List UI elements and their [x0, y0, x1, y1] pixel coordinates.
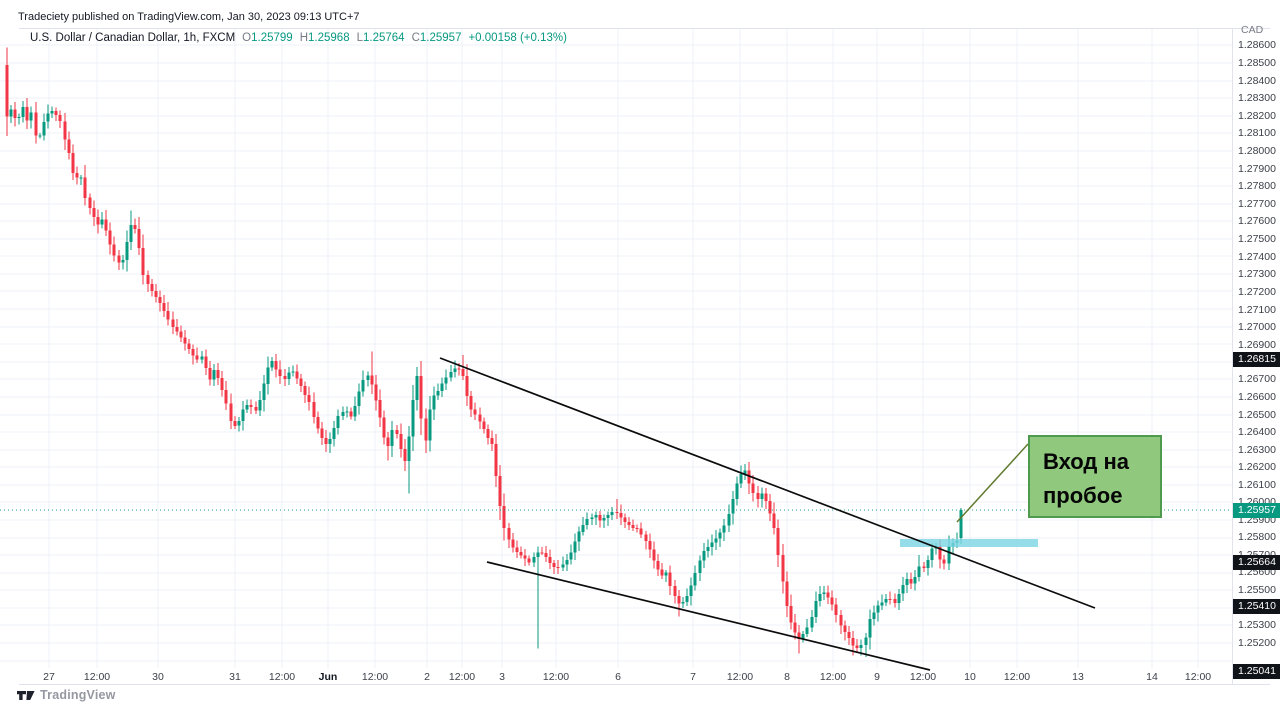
y-tick-label: 1.25500: [1238, 584, 1276, 596]
y-tick-label: 1.25300: [1238, 619, 1276, 631]
y-tick-label: 1.26100: [1238, 479, 1276, 491]
y-tick-label: 1.25800: [1238, 531, 1276, 543]
open-value: 1.25799: [251, 32, 293, 44]
x-tick-label: 2: [424, 671, 430, 683]
y-tick-label: 1.27900: [1238, 163, 1276, 175]
tradingview-logo-icon: [17, 690, 35, 700]
x-tick-label: 12:00: [819, 671, 847, 683]
tradingview-logo-text: TradingView: [40, 688, 116, 702]
tradingview-logo[interactable]: TradingView: [17, 688, 116, 702]
x-tick-label: 12:00: [909, 671, 937, 683]
y-tick-label: 1.27000: [1238, 321, 1276, 333]
y-tick-label: 1.28400: [1238, 75, 1276, 87]
y-tick-label: 1.27600: [1238, 215, 1276, 227]
symbol-title: U.S. Dollar / Canadian Dollar, 1h, FXCM: [30, 32, 236, 44]
x-tick-label: 8: [784, 671, 790, 683]
x-tick-label: 12:00: [1003, 671, 1031, 683]
y-tick-label: 1.26200: [1238, 461, 1276, 473]
y-tick-label: 1.26500: [1238, 409, 1276, 421]
axis-currency-label: CAD: [1241, 24, 1264, 36]
y-tick-label: 1.26300: [1238, 444, 1276, 456]
widget-top-border: [19, 28, 1270, 29]
y-tick-label: 1.26600: [1238, 391, 1276, 403]
y-tick-label: 1.27400: [1238, 251, 1276, 263]
y-tick-label: 1.27500: [1238, 233, 1276, 245]
x-tick-label: 12:00: [448, 671, 476, 683]
x-tick-label: 12:00: [1184, 671, 1212, 683]
y-tick-label: 1.26700: [1238, 373, 1276, 385]
y-tick-label: 1.25200: [1238, 637, 1276, 649]
y-tick-label: 1.28600: [1238, 39, 1276, 51]
lower-trendline[interactable]: [486, 561, 931, 671]
x-tick-label: 12:00: [268, 671, 296, 683]
grid: [0, 28, 1232, 668]
annotation-pointer-line: [956, 443, 1029, 523]
x-tick-label: 13: [1072, 671, 1084, 683]
trendline-price-tag: 1.26815: [1233, 352, 1280, 367]
x-tick-label: 31: [229, 671, 241, 683]
low-value: 1.25764: [363, 32, 405, 44]
x-tick-label: 12:00: [726, 671, 754, 683]
x-tick-label: 30: [152, 671, 164, 683]
x-tick-label: 12:00: [542, 671, 570, 683]
high-value: 1.25968: [308, 32, 350, 44]
trendline-price-tag: 1.25664: [1233, 555, 1280, 570]
close-value: 1.25957: [419, 32, 462, 44]
trendline-price-tag: 1.25410: [1233, 599, 1280, 614]
x-tick-label: 12:00: [83, 671, 111, 683]
trendline-price-tag: 1.25041: [1233, 664, 1280, 679]
x-tick-label: 6: [615, 671, 621, 683]
annotation-box[interactable]: Вход на пробое: [1028, 435, 1162, 518]
change-value: +0.00158 (+0.13%): [468, 32, 567, 44]
attribution-text: Tradeciety published on TradingView.com,…: [18, 11, 360, 23]
y-tick-label: 1.28000: [1238, 145, 1276, 157]
candlestick-series: [5, 47, 963, 658]
x-tick-label: 7: [690, 671, 696, 683]
y-tick-label: 1.27800: [1238, 180, 1276, 192]
y-tick-label: 1.27700: [1238, 198, 1276, 210]
open-label: O: [242, 32, 252, 44]
x-tick-label: 10: [964, 671, 976, 683]
widget-bottom-border: [19, 684, 1270, 685]
current-price-tag: 1.25957: [1233, 503, 1280, 518]
x-tick-label: 14: [1146, 671, 1158, 683]
close-label: C: [411, 32, 420, 44]
low-label: L: [356, 32, 363, 44]
upper-trendline[interactable]: [439, 357, 1096, 609]
high-label: H: [299, 32, 309, 44]
breakout-level-band[interactable]: [900, 539, 1038, 547]
x-tick-label: 3: [499, 671, 505, 683]
x-tick-label: 12:00: [361, 671, 389, 683]
y-tick-label: 1.28300: [1238, 92, 1276, 104]
y-tick-label: 1.27100: [1238, 304, 1276, 316]
y-tick-label: 1.27300: [1238, 268, 1276, 280]
annotation-line1: Вход на: [1043, 449, 1130, 474]
x-tick-label: 27: [43, 671, 55, 683]
y-tick-label: 1.27200: [1238, 286, 1276, 298]
symbol-legend[interactable]: U.S. Dollar / Canadian Dollar, 1h, FXCM O…: [30, 32, 567, 44]
y-tick-label: 1.26900: [1238, 339, 1276, 351]
annotation-line2: пробое: [1043, 483, 1123, 508]
x-tick-label: 9: [874, 671, 880, 683]
x-tick-label: Jun: [318, 671, 338, 683]
y-tick-label: 1.26400: [1238, 426, 1276, 438]
price-axis-separator: [1232, 28, 1233, 684]
y-tick-label: 1.28200: [1238, 110, 1276, 122]
y-tick-label: 1.28500: [1238, 57, 1276, 69]
y-tick-label: 1.28100: [1238, 127, 1276, 139]
